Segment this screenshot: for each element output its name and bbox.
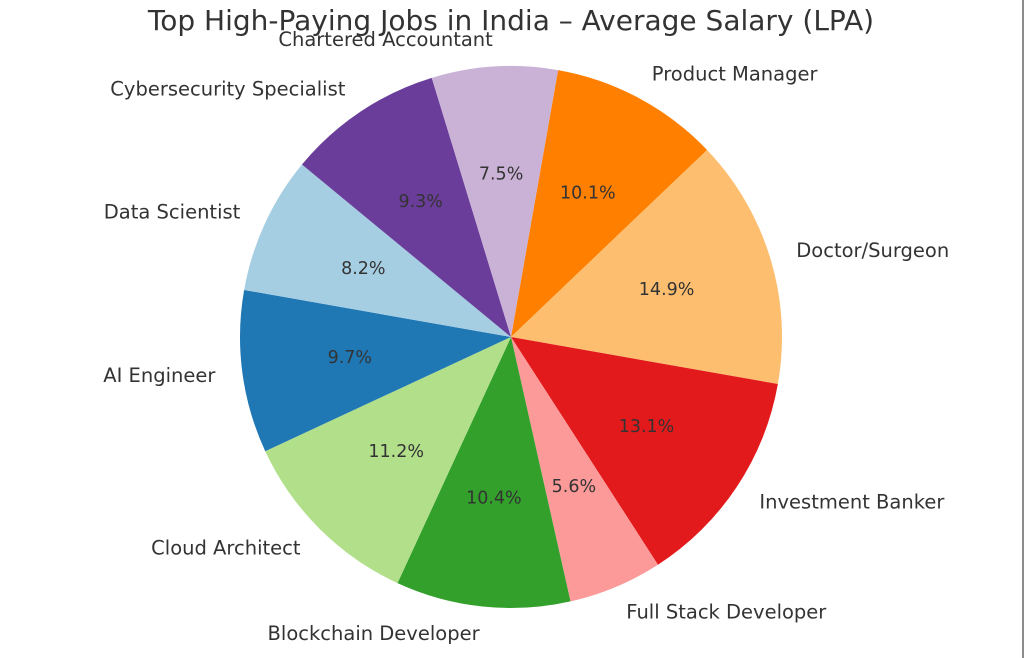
pie-slice-cybersecurity-specialist	[301, 77, 511, 337]
slice-label-investment-banker: Investment Banker	[759, 490, 945, 513]
pie-slice-data-scientist	[244, 164, 511, 337]
slice-pct-label-doctor-surgeon: 14.9%	[639, 280, 695, 300]
slice-pct-label-blockchain-developer: 10.4%	[466, 489, 522, 509]
slice-label-data-scientist: Data Scientist	[104, 201, 241, 224]
slice-label-cybersecurity-specialist: Cybersecurity Specialist	[110, 78, 345, 101]
pie-slice-cloud-architect	[265, 337, 511, 584]
slice-pct-label-data-scientist: 8.2%	[341, 259, 385, 279]
pie-slice-ai-engineer	[240, 289, 512, 452]
slice-label-product-manager: Product Manager	[652, 63, 819, 86]
pie-slice-investment-banker	[511, 337, 778, 565]
pie-slice-full-stack-developer	[511, 337, 658, 602]
pie-slice-blockchain-developer	[397, 337, 571, 609]
slice-label-full-stack-developer: Full Stack Developer	[626, 600, 827, 623]
slice-label-blockchain-developer: Blockchain Developer	[268, 622, 481, 645]
slice-pct-label-chartered-accountant: 7.5%	[479, 165, 523, 185]
slice-pct-label-ai-engineer: 9.7%	[328, 348, 372, 368]
slice-pct-label-cybersecurity-specialist: 9.3%	[398, 192, 442, 212]
slice-pct-label-product-manager: 10.1%	[560, 184, 616, 204]
slice-pct-label-full-stack-developer: 5.6%	[552, 477, 596, 497]
slice-label-doctor-surgeon: Doctor/Surgeon	[796, 239, 949, 262]
pie-slice-product-manager	[511, 70, 708, 338]
slice-label-ai-engineer: AI Engineer	[103, 364, 216, 387]
slice-pct-label-investment-banker: 13.1%	[619, 417, 675, 437]
pie-slice-doctor-surgeon	[511, 149, 782, 385]
chart-title: Top High-Paying Jobs in India – Average …	[147, 4, 875, 37]
slice-pct-label-cloud-architect: 11.2%	[368, 442, 424, 462]
pie-slice-chartered-accountant	[431, 66, 559, 338]
slice-label-cloud-architect: Cloud Architect	[151, 537, 301, 560]
slice-label-chartered-accountant: Chartered Accountant	[278, 28, 493, 51]
